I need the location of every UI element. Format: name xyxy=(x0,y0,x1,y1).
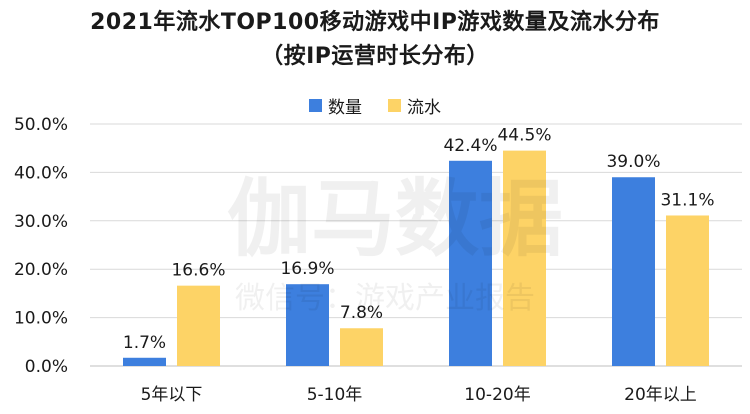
bar xyxy=(340,328,383,366)
watermark-main: 伽马数据 xyxy=(227,170,563,268)
data-label: 44.5% xyxy=(497,126,551,146)
legend-label-revenue: 流水 xyxy=(407,98,441,118)
legend: 数量 流水 xyxy=(0,93,750,118)
x-tick-label: 5年以下 xyxy=(141,385,203,405)
data-labels: 1.7% 16.6% 16.9% 7.8% 42.4%44.5% 39.0%31.1% xyxy=(123,126,715,353)
bar xyxy=(123,357,166,366)
bar xyxy=(286,284,329,366)
data-label: 16.6% xyxy=(171,261,225,281)
y-tick-label: 30.0% xyxy=(14,212,68,232)
bar xyxy=(503,150,546,366)
watermark-sub: 微信号：游戏产业报告 xyxy=(235,281,535,316)
x-tick-label: 5-10年 xyxy=(307,385,363,405)
y-tick-label: 50.0% xyxy=(14,115,68,135)
bar xyxy=(612,177,655,366)
legend-swatch-count xyxy=(309,99,322,112)
x-axis-categories: 5年以下 5-10年 10-20年 20年以上 xyxy=(141,385,697,405)
x-tick-label: 20年以上 xyxy=(624,385,697,405)
chart-title-line1: 2021年流水TOP100移动游戏中IP游戏数量及流水分布 xyxy=(90,10,660,35)
legend-item-revenue: 流水 xyxy=(388,93,441,118)
bar xyxy=(666,215,709,366)
chart-title-line2: （按IP运营时长分布） xyxy=(261,44,489,69)
watermark: 伽马数据 微信号：游戏产业报告 xyxy=(227,170,563,316)
bars xyxy=(123,150,709,366)
y-axis-ticks: 0.0% 10.0% 20.0% 30.0% 40.0% 50.0% xyxy=(14,115,68,377)
legend-item-count: 数量 xyxy=(309,93,362,118)
y-tick-label: 20.0% xyxy=(14,260,68,280)
x-tick-label: 10-20年 xyxy=(464,385,530,405)
data-label: 42.4% xyxy=(443,136,497,156)
y-tick-label: 0.0% xyxy=(25,357,68,377)
legend-swatch-revenue xyxy=(388,99,401,112)
y-tick-label: 10.0% xyxy=(14,309,68,329)
data-label: 7.8% xyxy=(340,303,383,323)
bar xyxy=(177,285,220,366)
data-label: 31.1% xyxy=(660,190,714,210)
legend-label-count: 数量 xyxy=(328,98,362,118)
data-label: 1.7% xyxy=(123,333,166,353)
data-label: 16.9% xyxy=(280,259,334,279)
bar xyxy=(449,160,492,366)
data-label: 39.0% xyxy=(606,152,660,172)
y-tick-label: 40.0% xyxy=(14,163,68,183)
